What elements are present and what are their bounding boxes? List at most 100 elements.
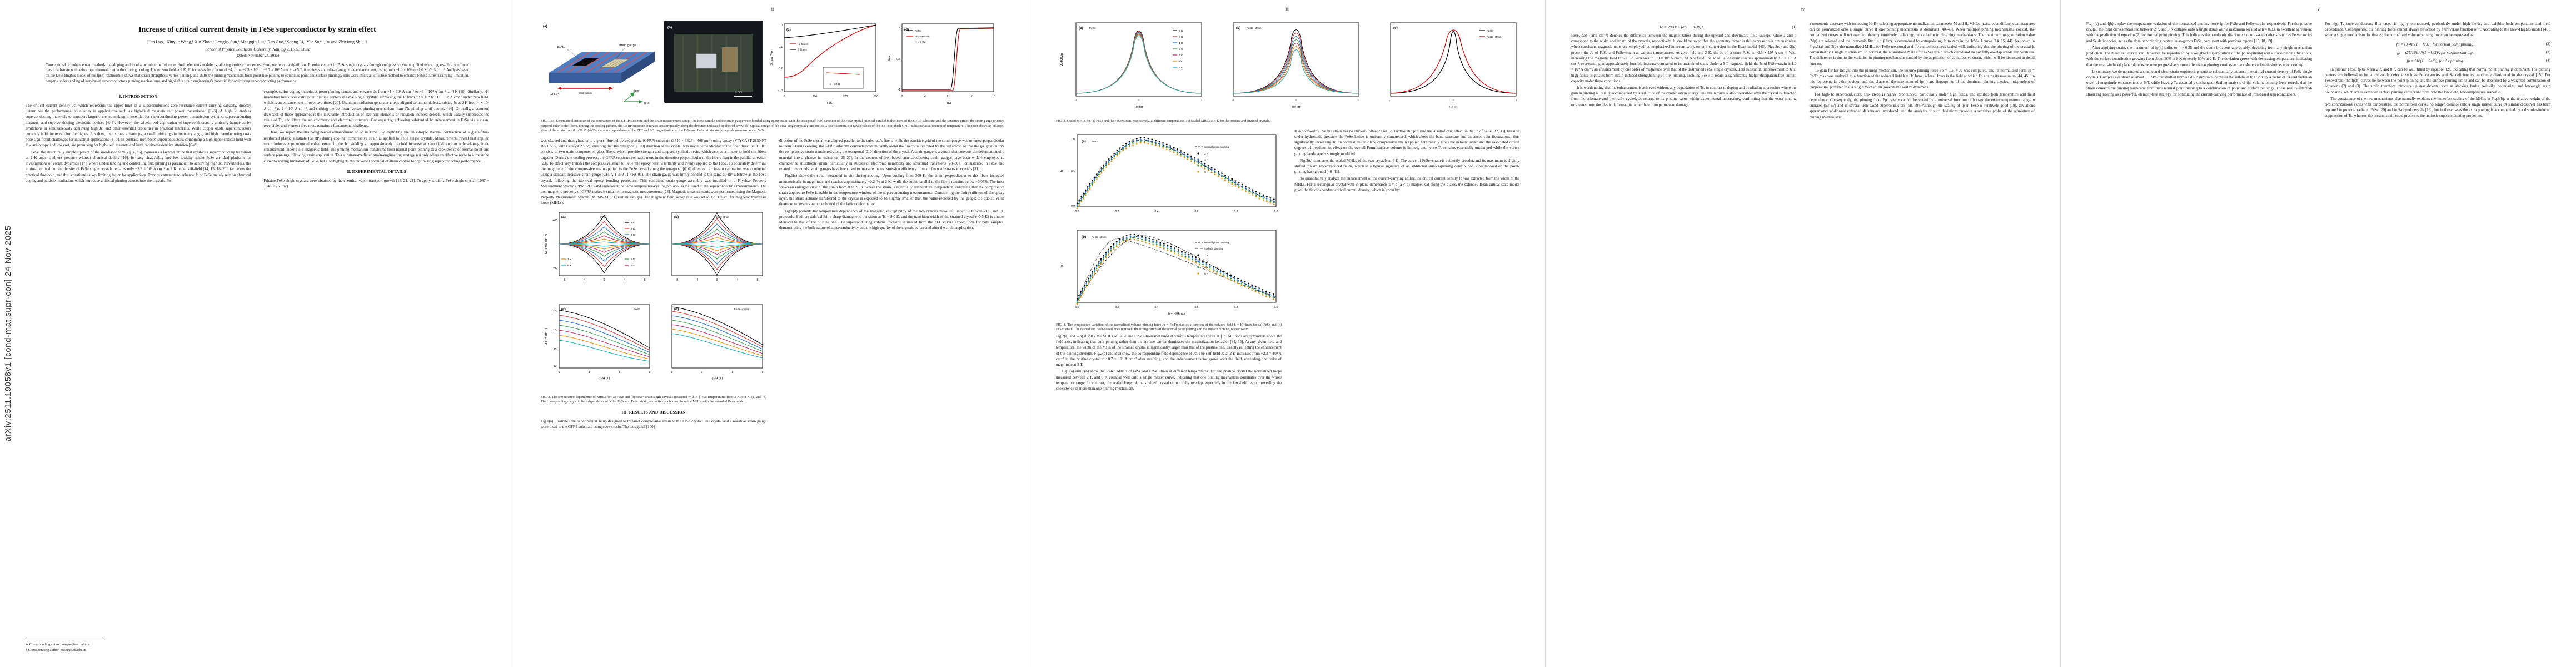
axes-frame (784, 23, 876, 92)
x-tick: -8 (563, 278, 566, 282)
legend-temp: 5 K (631, 258, 635, 261)
figure-4: (a) FeSe normal point pinning 2 K 4 K 6 … (1056, 131, 1282, 332)
figure-2: 2 K 3 K 4 K 5 K 6 K 7 K 8 K (a) FeSe -8 (541, 209, 766, 405)
y-axis-label: Strain (%) (770, 51, 774, 66)
paragraph: FeSe, the structurally simplest parent o… (26, 150, 251, 183)
y-tick: 10⁵ (553, 310, 557, 313)
x-tick: 0 (901, 95, 903, 98)
paragraph: The coexistence of the two mechanisms al… (2325, 96, 2550, 118)
page-5: v Fig.4(a) and 4(b) display the temperat… (2061, 0, 2576, 667)
sample-label: FeSe (600, 216, 607, 219)
fig1-panel-c: ⊥ fibers ∥ fibers 0 – 20 K 0 100 200 300… (770, 23, 878, 105)
x-axis-label: T (K) (826, 102, 834, 105)
x-tick: 0 (604, 278, 605, 282)
fig1-panel-a: contraction FeSe strain gauge GFRP [010]… (543, 24, 655, 105)
x-tick: 0.2 (1115, 306, 1119, 309)
deltakappa-pinning-equation: fp = 3h²(1 − 2h/3), for Δκ pinning. (4) (2325, 58, 2551, 63)
fig1-panel-b: 1 mm (b) (664, 21, 763, 103)
y-tick: 0 (899, 27, 900, 31)
legend-para: ∥ fibers (798, 48, 807, 52)
page2-col1: was cleaved and then glued onto a glass-… (541, 138, 766, 431)
affiliation: ¹School of Physics, Southeast University… (204, 46, 311, 52)
legend-temp: 2 K (1179, 29, 1183, 33)
gfrp-side-face (621, 52, 655, 83)
panel-tag: (b) (674, 215, 679, 219)
equation-number: (4) (2545, 58, 2550, 63)
legend-temp: 4 K (631, 233, 635, 237)
legend-point: normal point pinning (1204, 241, 1229, 245)
x-tick: 8 (757, 278, 759, 282)
panel-tag: (c) (1393, 26, 1398, 30)
abstract: Conventional Jc enhancement methods like… (46, 63, 469, 84)
legend-fese: FeSe (915, 29, 921, 33)
zfc-fese-curve (902, 27, 994, 90)
x-tick: 0.4 (1155, 210, 1159, 213)
x-axis-label: T (K) (944, 102, 951, 105)
x-tick: 1 (1516, 99, 1517, 102)
equation-number: (2) (2545, 42, 2550, 47)
paragraph: example, sulfur doping introduces point-… (263, 89, 490, 128)
jc-curves (559, 310, 650, 362)
temp-legend: 2 K 3 K 4 K 5 K 6 K 7 K 8 K (561, 221, 635, 267)
figure-4-caption: FIG. 4. The temperature variation of the… (1056, 322, 1282, 332)
axes-frame (559, 304, 650, 369)
legend: normal point pinning surface pinning 2 K… (1195, 241, 1229, 276)
legend-temp: 6 K (1204, 266, 1209, 270)
legend-temp: 8 K (567, 264, 572, 267)
y-tick: 0.5 (1071, 170, 1075, 173)
gfrp-front-face (549, 73, 621, 83)
y-tick: -0.1 (778, 46, 783, 49)
legend-temp: 8 K (1204, 272, 1209, 276)
paragraph: After applying strain, the maximum of fp… (2086, 45, 2312, 67)
equation-body: fp = (25/16)h¹/²(1 − h/5)², for surface … (2397, 49, 2474, 55)
point-pinning-fit (1077, 235, 1277, 301)
figure-2-canvas: 2 K 3 K 4 K 5 K 6 K 7 K 8 K (a) FeSe -8 (545, 212, 764, 380)
page-number: ii (771, 7, 774, 12)
x-tick: 0 (671, 371, 673, 374)
sample-label: FeSe+strain (1247, 27, 1262, 30)
gfrp-label: GFRP (550, 93, 559, 96)
equation-body: fp = 3h²(1 − 2h/3), for Δκ pinning. (2406, 58, 2464, 63)
page5-col2: For high-Tc superconductors, flux creep … (2325, 21, 2550, 120)
x-tick: 0 (1296, 99, 1297, 102)
x-tick: 4 (624, 278, 626, 282)
legend: normal point pinning 2 K 4 K 6 K 8 K (1195, 146, 1229, 174)
axes-frame (1233, 22, 1359, 97)
x-tick: -4 (696, 278, 699, 282)
axis-010-label: [010] (644, 102, 651, 105)
bean-model-equation: Jc = 20ΔM / [a(1 − a/3b)], (1) (1571, 24, 1796, 29)
strain-para-curve (784, 24, 876, 38)
x-tick: 1.0 (1274, 306, 1278, 309)
legend-point: normal point pinning (1204, 146, 1229, 149)
legend-temp: 6 K (631, 264, 635, 267)
fp-series (1076, 233, 1277, 305)
page5-col1: Fig.4(a) and 4(b) display the temperatur… (2086, 21, 2312, 120)
panel-tag: (b) (1082, 235, 1086, 239)
fese-label: FeSe (557, 46, 565, 49)
page-1: arXiv:2511.19058v1 [cond-mat.supr-con] 2… (0, 0, 515, 667)
paragraph: For high-Tc superconductors, flux creep … (2325, 22, 2550, 38)
sample-label: FeSe (634, 308, 640, 311)
x-tick: 3 (701, 371, 703, 374)
legend-temp: 7 K (567, 258, 572, 261)
paragraph: Fig.1(d) presents the temperature depend… (779, 208, 1004, 231)
panel-tag: (d) (674, 307, 679, 311)
x-tick: -1 (1075, 99, 1078, 102)
paragraph: Fig.3(a) and 3(b) show the scaled MHLs o… (1056, 369, 1282, 391)
axes-frame (1077, 134, 1277, 207)
page3-col1: (a) FeSe normal point pinning 2 K 4 K 6 … (1056, 128, 1282, 393)
y-tick: -1 (898, 88, 901, 92)
paper-title: Increase of critical current density in … (138, 25, 376, 33)
paragraph: It is worth noting that the enhancement … (1571, 85, 1797, 107)
x-tick: 0 (784, 95, 785, 98)
author-list: Han Luo,¹ Xinyue Wang,¹ Xin Zhou,¹ Longl… (147, 39, 368, 44)
x-tick: 0.6 (1195, 306, 1199, 309)
gauge-leader-line (616, 47, 626, 59)
scaled-curves (1233, 29, 1359, 94)
paragraph: Here, we report the strain-engineered en… (263, 130, 490, 163)
x-tick: 16 (992, 95, 995, 98)
y-tick: 0.0 (1071, 205, 1075, 208)
fig3-panel-a: 2 K 3 K 4 K 5 K 6 K 7 K 8 K (a) FeSe -1 … (1060, 22, 1203, 109)
legend-temp: 3 K (631, 227, 635, 231)
page-4: iv Jc = 20ΔM / [a(1 − a/3b)], (1) Here, … (1546, 0, 2061, 667)
